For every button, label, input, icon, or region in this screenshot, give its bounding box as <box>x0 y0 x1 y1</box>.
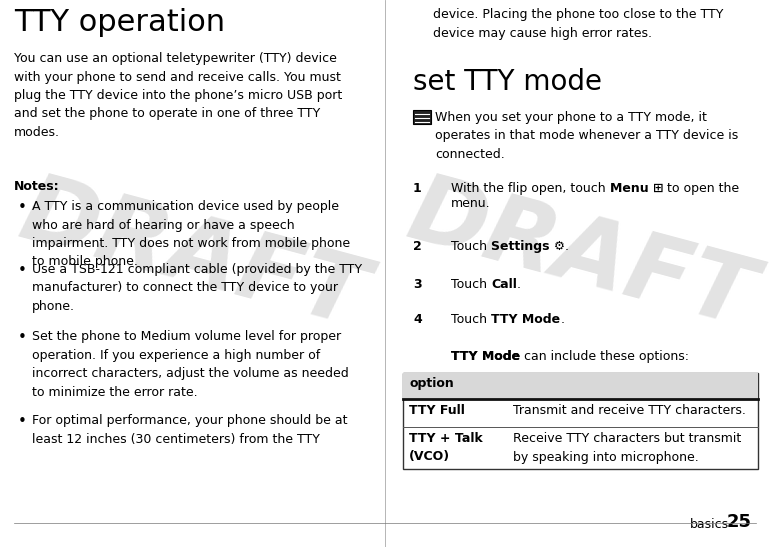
Text: With the flip open, touch: With the flip open, touch <box>451 182 610 195</box>
Text: For optimal performance, your phone should be at
least 12 inches (30 centimeters: For optimal performance, your phone shou… <box>32 414 347 445</box>
Text: set TTY mode: set TTY mode <box>413 68 602 96</box>
Text: TTY Mode: TTY Mode <box>491 313 560 326</box>
Text: TTY Mode: TTY Mode <box>451 350 520 363</box>
Text: Receive TTY characters but transmit
by speaking into microphone.: Receive TTY characters but transmit by s… <box>513 432 742 463</box>
Bar <box>413 110 431 124</box>
Text: 2: 2 <box>413 240 422 253</box>
Text: Set the phone to Medium volume level for proper
operation. If you experience a h: Set the phone to Medium volume level for… <box>32 330 349 399</box>
Text: •: • <box>18 200 27 215</box>
Text: device. Placing the phone too close to the TTY
device may cause high error rates: device. Placing the phone too close to t… <box>433 8 723 39</box>
Text: Touch: Touch <box>451 313 491 326</box>
Text: .: . <box>565 240 569 253</box>
Text: .: . <box>517 278 521 291</box>
Text: TTY Full: TTY Full <box>409 404 465 417</box>
Text: Call: Call <box>491 278 517 291</box>
Text: When you set your phone to a TTY mode, it
operates in that mode whenever a TTY d: When you set your phone to a TTY mode, i… <box>435 111 738 161</box>
Text: Touch: Touch <box>451 278 491 291</box>
Text: •: • <box>18 414 27 429</box>
Text: •: • <box>18 330 27 345</box>
Bar <box>403 373 758 399</box>
Text: menu.: menu. <box>451 197 490 210</box>
Text: Transmit and receive TTY characters.: Transmit and receive TTY characters. <box>513 404 746 417</box>
Text: 4: 4 <box>413 313 422 326</box>
Text: can include these options:: can include these options: <box>520 350 689 363</box>
Text: TTY operation: TTY operation <box>14 8 225 37</box>
Text: 25: 25 <box>727 513 752 531</box>
Text: You can use an optional teletypewriter (TTY) device
with your phone to send and : You can use an optional teletypewriter (… <box>14 52 342 139</box>
Text: 1: 1 <box>413 182 422 195</box>
Bar <box>403 373 758 469</box>
Text: DRAFT: DRAFT <box>397 167 762 347</box>
Text: 3: 3 <box>413 278 422 291</box>
Text: Notes:: Notes: <box>14 180 59 193</box>
Text: Menu ⊞: Menu ⊞ <box>610 182 663 195</box>
Text: option: option <box>409 377 454 390</box>
Text: Use a TSB-121 compliant cable (provided by the TTY
manufacturer) to connect the : Use a TSB-121 compliant cable (provided … <box>32 263 362 313</box>
Text: •: • <box>18 263 27 278</box>
Text: TTY + Talk
(VCO): TTY + Talk (VCO) <box>409 432 483 463</box>
Text: .: . <box>560 313 564 326</box>
Text: Touch: Touch <box>451 240 491 253</box>
Text: to open the: to open the <box>663 182 739 195</box>
Text: A TTY is a communication device used by people
who are hard of hearing or have a: A TTY is a communication device used by … <box>32 200 350 269</box>
Text: DRAFT: DRAFT <box>9 167 374 347</box>
Text: basics: basics <box>690 518 729 531</box>
Text: Settings ⚙: Settings ⚙ <box>491 240 565 253</box>
Text: TTY Mode: TTY Mode <box>451 350 520 363</box>
